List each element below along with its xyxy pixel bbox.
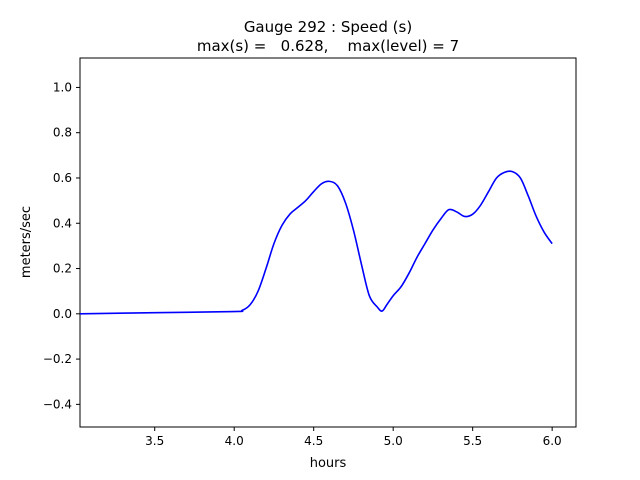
x-tick-label: 3.5 <box>145 434 164 448</box>
chart-title: Gauge 292 : Speed (s) <box>244 18 412 36</box>
x-tick-label: 5.0 <box>384 434 403 448</box>
y-tick-label: 1.0 <box>53 80 72 94</box>
chart-subtitle: max(s) = 0.628, max(level) = 7 <box>197 37 459 55</box>
y-tick-label: −0.4 <box>43 397 72 411</box>
y-tick-label: −0.2 <box>43 352 72 366</box>
x-tick-label: 6.0 <box>543 434 562 448</box>
y-axis-label: meters/sec <box>19 206 34 278</box>
y-tick-label: 0.2 <box>53 262 72 276</box>
y-axis: −0.4 −0.2 0.0 0.2 0.4 0.6 0.8 1.0 <box>43 80 80 411</box>
speed-series-line <box>79 170 553 315</box>
y-tick-label: 0.0 <box>53 307 72 321</box>
y-tick-label: 0.4 <box>53 216 72 230</box>
y-tick-label: 0.6 <box>53 171 72 185</box>
plot-area <box>79 57 577 428</box>
series-layer <box>79 170 553 315</box>
x-tick-label: 4.0 <box>225 434 244 448</box>
x-tick-label: 5.5 <box>463 434 482 448</box>
x-axis: 3.5 4.0 4.5 5.0 5.5 6.0 <box>145 427 562 448</box>
y-tick-label: 0.8 <box>53 126 72 140</box>
x-tick-label: 4.5 <box>304 434 323 448</box>
x-axis-label: hours <box>310 456 347 471</box>
